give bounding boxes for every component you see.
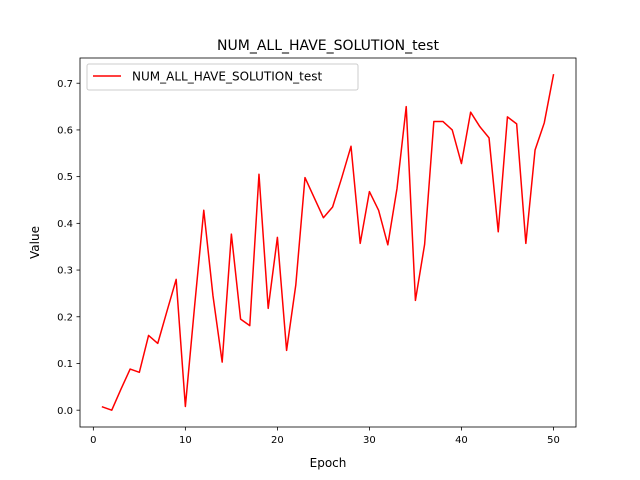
x-tick-label: 40 <box>455 435 468 446</box>
x-tick-label: 20 <box>271 435 284 446</box>
x-tick-label: 0 <box>90 435 96 446</box>
plot-area <box>80 58 576 427</box>
x-tick-label: 30 <box>363 435 376 446</box>
x-axis-label: Epoch <box>310 456 347 470</box>
y-axis-label: Value <box>28 226 42 259</box>
y-tick-label: 0.5 <box>57 172 73 183</box>
y-tick-label: 0.6 <box>57 126 73 137</box>
y-tick-label: 0.0 <box>57 406 73 417</box>
y-tick-label: 0.4 <box>57 219 73 230</box>
y-tick-label: 0.7 <box>57 79 73 90</box>
legend-label: NUM_ALL_HAVE_SOLUTION_test <box>132 70 323 84</box>
y-tick-label: 0.1 <box>57 359 73 370</box>
x-tick-label: 10 <box>179 435 192 446</box>
series-group <box>101 73 555 411</box>
legend: NUM_ALL_HAVE_SOLUTION_test <box>86 63 359 91</box>
chart-title: NUM_ALL_HAVE_SOLUTION_test <box>217 38 439 54</box>
y-tick-label: 0.3 <box>57 266 73 277</box>
plot-frame <box>79 57 577 428</box>
x-tick-label: 50 <box>547 435 560 446</box>
series-line <box>101 73 555 411</box>
legend-box <box>86 63 359 91</box>
x-axis-ticks: 0 10 20 30 40 50 <box>90 427 560 446</box>
y-tick-label: 0.2 <box>57 312 73 323</box>
y-axis-ticks: 0.0 0.1 0.2 0.3 0.4 0.5 0.6 0.7 <box>57 79 80 417</box>
